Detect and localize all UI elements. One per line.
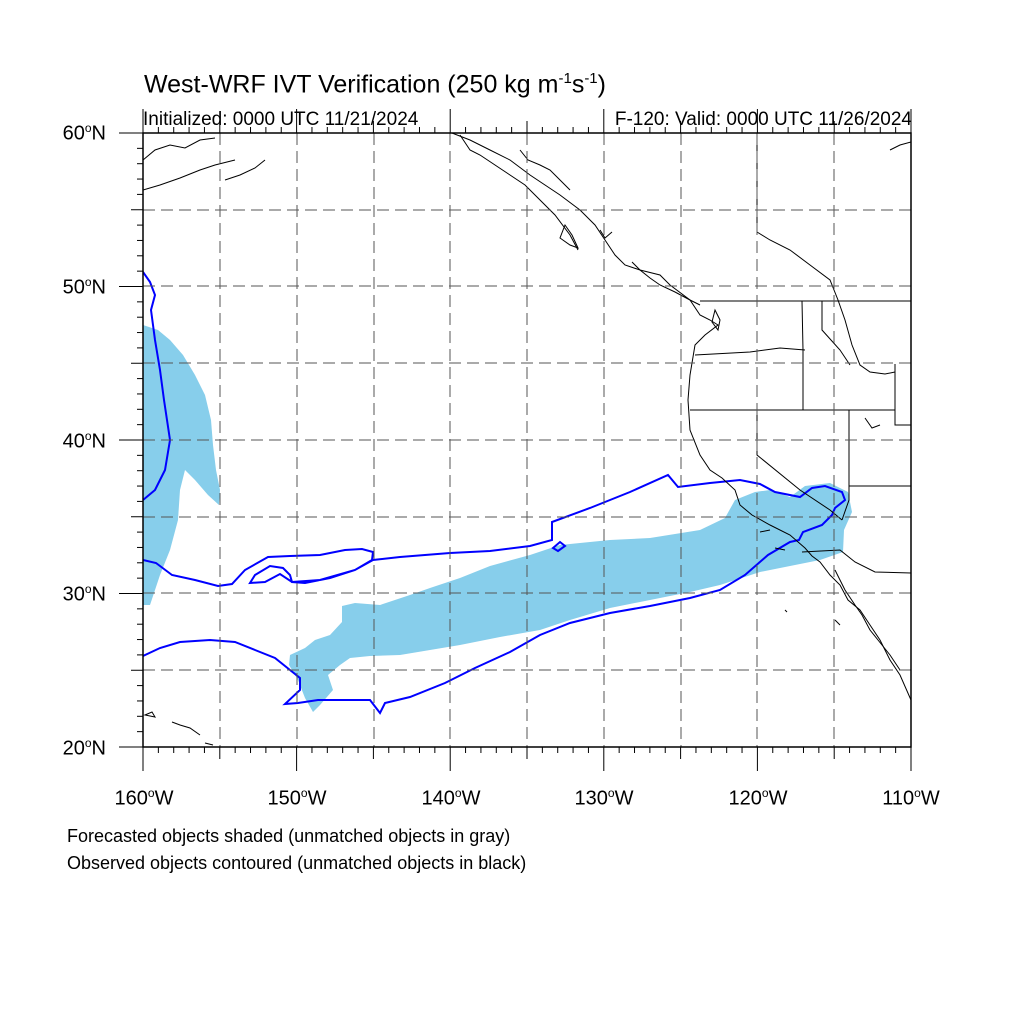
lat-label-20: 20oN [62,736,106,760]
note-forecast: Forecasted objects shaded (unmatched obj… [67,826,511,846]
title-end: ) [597,70,606,99]
lat-label-30: 30oN [62,582,106,606]
title-main: West-WRF IVT Verification (250 kg m [144,70,559,99]
observed-object-small-ring [551,540,567,553]
title-mid: s [571,70,585,99]
lon-label-120w: 120oW [728,786,788,810]
coastlines [143,133,911,746]
axis-ticks [119,109,912,771]
lon-label-130w: 130oW [574,786,634,810]
initialized-label: Initialized: 0000 UTC 11/21/2024 [143,109,419,130]
forecast-object-atmospheric-river [289,483,852,712]
lon-label-140w: 140oW [421,786,481,810]
lon-label-150w: 150oW [267,786,327,810]
plot-frame [142,132,912,748]
lon-label-110w: 110oW [882,786,940,810]
map-grid [143,133,911,747]
chart-title: West-WRF IVT Verification (250 kg m-1s-1… [144,70,606,99]
note-observed: Observed objects contoured (unmatched ob… [67,853,527,873]
political-borders [690,133,911,574]
title-exponent-2: -1 [584,70,598,87]
observed-object-atmospheric-river [143,473,847,715]
title-exponent-1: -1 [558,70,572,87]
lat-label-50: 50oN [62,275,106,299]
valid-time-label: F-120: Valid: 0000 UTC 11/26/2024 [614,109,912,130]
lon-label-160w: 160oW [114,786,174,810]
observed-object-north [143,271,172,501]
lat-label-40: 40oN [62,429,106,453]
lat-label-60: 60oN [62,121,106,145]
forecast-object-north [143,325,220,605]
